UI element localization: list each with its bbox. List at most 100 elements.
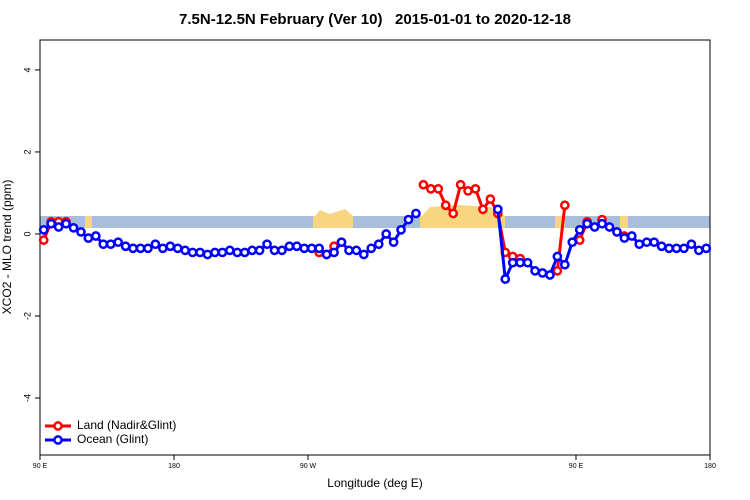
data-point bbox=[336, 237, 347, 248]
data-point bbox=[552, 251, 563, 262]
x-tick-label: 180 bbox=[704, 463, 716, 470]
data-point bbox=[46, 218, 57, 229]
data-point bbox=[626, 231, 637, 241]
data-point bbox=[433, 184, 444, 194]
data-point bbox=[582, 218, 593, 229]
data-point bbox=[418, 179, 429, 190]
data-point bbox=[574, 225, 585, 235]
x-axis-label: Longitude (deg E) bbox=[327, 476, 422, 490]
data-point bbox=[217, 247, 228, 258]
data-point bbox=[411, 208, 421, 219]
data-point bbox=[165, 241, 176, 252]
data-point bbox=[440, 200, 451, 211]
x-tick-label: 180 bbox=[168, 463, 180, 470]
data-point bbox=[492, 204, 503, 215]
data-point bbox=[53, 222, 64, 232]
data-point bbox=[403, 214, 414, 225]
data-point bbox=[559, 200, 570, 211]
data-point bbox=[210, 247, 220, 258]
data-point bbox=[358, 249, 369, 260]
data-point bbox=[172, 243, 183, 254]
data-point bbox=[38, 235, 49, 245]
data-point bbox=[90, 231, 101, 241]
y-tick-label: -2 bbox=[22, 312, 32, 320]
data-point bbox=[381, 229, 392, 239]
chart-title: 7.5N-12.5N February (Ver 10) 2015-01-01 … bbox=[179, 11, 571, 28]
data-point bbox=[522, 257, 533, 268]
data-point bbox=[135, 243, 146, 254]
data-point bbox=[470, 184, 481, 194]
x-tick-label: 90 W bbox=[300, 463, 317, 470]
data-point bbox=[396, 225, 406, 235]
data-point bbox=[157, 243, 168, 254]
legend-box bbox=[41, 414, 191, 454]
data-point bbox=[515, 257, 526, 268]
y-tick-label: 0 bbox=[22, 231, 32, 236]
data-point bbox=[500, 274, 511, 284]
data-point bbox=[537, 268, 548, 278]
x-tick-label: 90 E bbox=[33, 463, 48, 470]
data-point bbox=[113, 237, 124, 248]
data-point bbox=[128, 243, 138, 254]
data-point bbox=[187, 247, 198, 258]
y-tick-label: -4 bbox=[22, 394, 32, 402]
y-tick-label: 4 bbox=[22, 67, 32, 72]
y-tick-label: 2 bbox=[22, 149, 32, 154]
data-point bbox=[202, 249, 213, 260]
data-point bbox=[634, 239, 645, 250]
data-point bbox=[195, 247, 205, 258]
data-point bbox=[277, 245, 287, 256]
data-point bbox=[545, 270, 555, 280]
data-point bbox=[366, 243, 377, 254]
legend-label: Ocean (Glint) bbox=[77, 432, 148, 446]
legend-marker bbox=[53, 421, 63, 431]
data-point bbox=[299, 243, 310, 254]
data-point bbox=[574, 235, 585, 245]
data-point bbox=[98, 239, 109, 250]
data-point bbox=[83, 233, 94, 243]
data-point bbox=[649, 237, 660, 248]
data-point bbox=[105, 239, 116, 250]
x-tick-label: 90 E bbox=[569, 463, 584, 470]
data-point bbox=[478, 204, 488, 215]
data-point bbox=[485, 194, 496, 204]
data-point bbox=[530, 266, 540, 276]
data-point bbox=[68, 222, 79, 233]
data-point bbox=[269, 245, 280, 256]
mask-strip bbox=[40, 216, 710, 228]
data-point bbox=[567, 237, 578, 248]
data-point bbox=[38, 225, 49, 235]
data-point bbox=[686, 239, 697, 250]
legend-label: Land (Nadir&Glint) bbox=[77, 418, 176, 432]
data-point bbox=[656, 241, 667, 252]
data-point bbox=[306, 243, 317, 254]
data-point bbox=[321, 249, 332, 260]
data-point bbox=[425, 184, 436, 194]
data-point bbox=[463, 186, 473, 196]
data-point bbox=[507, 257, 518, 268]
data-point bbox=[291, 241, 302, 252]
data-point bbox=[388, 237, 399, 248]
data-point bbox=[693, 245, 704, 256]
data-point bbox=[597, 218, 607, 229]
data-point bbox=[455, 179, 466, 190]
data-point bbox=[351, 245, 362, 256]
data-point bbox=[329, 247, 339, 258]
data-point bbox=[641, 237, 652, 248]
data-point bbox=[589, 222, 600, 232]
y-axis-label: XCO2 - MLO trend (ppm) bbox=[0, 180, 14, 315]
data-point bbox=[143, 243, 153, 254]
data-point bbox=[701, 243, 712, 254]
data-point bbox=[254, 245, 265, 256]
data-point bbox=[664, 243, 674, 254]
data-point bbox=[373, 239, 384, 250]
data-point bbox=[344, 245, 354, 256]
data-point bbox=[239, 247, 250, 258]
legend-marker bbox=[53, 435, 63, 445]
data-point bbox=[619, 233, 630, 243]
data-point bbox=[314, 243, 325, 254]
data-point bbox=[76, 227, 86, 237]
data-point bbox=[671, 243, 682, 254]
data-point bbox=[612, 227, 622, 237]
